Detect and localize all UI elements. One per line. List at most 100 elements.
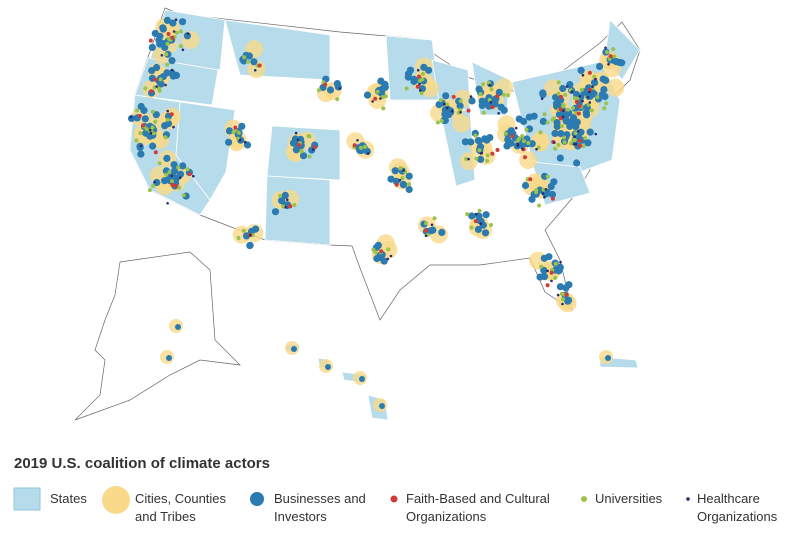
actor-dot bbox=[151, 29, 159, 37]
actor-dot bbox=[165, 117, 170, 122]
actor-dot bbox=[467, 138, 475, 146]
actor-dot bbox=[156, 40, 164, 48]
actor-dot bbox=[500, 106, 508, 114]
actor-dot bbox=[611, 47, 616, 52]
actor-dot bbox=[589, 108, 594, 113]
actor-dot bbox=[559, 124, 564, 129]
actor-dot bbox=[153, 77, 158, 82]
legend-swatch bbox=[102, 486, 130, 514]
actor-dot bbox=[179, 29, 183, 34]
actor-dot bbox=[545, 174, 550, 179]
actor-dot bbox=[292, 203, 297, 207]
actor-dot bbox=[562, 117, 570, 125]
actor-dot bbox=[495, 88, 503, 96]
actor-dot bbox=[469, 225, 474, 230]
actor-dot bbox=[566, 122, 574, 130]
actor-dot bbox=[520, 117, 528, 126]
state bbox=[175, 101, 236, 201]
actor-dot bbox=[399, 181, 408, 189]
actor-dot bbox=[540, 273, 549, 281]
actor-dot bbox=[545, 283, 550, 288]
actor-dot bbox=[586, 96, 590, 99]
actor-dot bbox=[562, 140, 567, 145]
actor-dot bbox=[485, 153, 490, 158]
actor-dot bbox=[473, 133, 478, 138]
actor-dot bbox=[299, 152, 308, 160]
actor-dot bbox=[564, 292, 569, 297]
actor-dot bbox=[452, 114, 471, 133]
actor-dot bbox=[424, 234, 428, 238]
actor-dot bbox=[134, 138, 139, 143]
legend-label: Organizations bbox=[406, 509, 487, 524]
actor-dot bbox=[286, 198, 289, 202]
actor-dot bbox=[578, 138, 582, 143]
actor-dot bbox=[418, 83, 421, 86]
actor-dots bbox=[127, 16, 626, 412]
actor-dot bbox=[160, 54, 164, 57]
actor-dot bbox=[288, 204, 293, 209]
actor-dot bbox=[588, 101, 592, 104]
actor-dot bbox=[581, 73, 585, 77]
actor-dot bbox=[391, 167, 399, 175]
actor-dot bbox=[400, 176, 405, 180]
actor-dot bbox=[375, 89, 380, 94]
actor-dot bbox=[379, 97, 382, 100]
actor-dot bbox=[151, 131, 156, 136]
actor-dot bbox=[306, 134, 311, 138]
actor-dot bbox=[143, 86, 148, 91]
actor-dot bbox=[596, 62, 604, 71]
actor-dot bbox=[246, 242, 254, 250]
actor-dot bbox=[556, 91, 561, 96]
actor-dot bbox=[335, 97, 340, 102]
actor-dot bbox=[447, 107, 455, 115]
actor-dot bbox=[174, 18, 178, 22]
actor-dot bbox=[480, 80, 499, 99]
actor-dot bbox=[152, 111, 160, 119]
actor-dot bbox=[379, 403, 385, 409]
actor-dot bbox=[373, 96, 378, 101]
actor-dot bbox=[545, 253, 553, 261]
actor-dot bbox=[425, 66, 433, 74]
actor-dot bbox=[278, 193, 283, 198]
actor-dot bbox=[257, 63, 262, 68]
actor-dot bbox=[404, 73, 412, 81]
actor-dot bbox=[564, 297, 572, 305]
actor-dot bbox=[172, 125, 175, 129]
actor-dot bbox=[474, 212, 478, 216]
actor-dot bbox=[326, 86, 335, 94]
actor-dot bbox=[595, 95, 600, 100]
actor-dot bbox=[556, 154, 564, 162]
actor-dot bbox=[469, 95, 473, 98]
actor-dot bbox=[591, 85, 594, 89]
actor-dot bbox=[489, 100, 493, 104]
actor-dot bbox=[141, 123, 146, 128]
actor-dot bbox=[299, 149, 304, 154]
actor-dot bbox=[545, 120, 550, 125]
actor-dot bbox=[380, 95, 385, 99]
actor-dot bbox=[503, 142, 511, 150]
actor-dot bbox=[358, 145, 363, 150]
actor-dot bbox=[520, 134, 525, 138]
actor-dot bbox=[473, 219, 478, 224]
actor-dot bbox=[522, 139, 526, 144]
actor-dot bbox=[542, 112, 547, 117]
actor-dot bbox=[442, 92, 450, 100]
actor-dot bbox=[352, 143, 357, 148]
legend-title: 2019 U.S. coalition of climate actors bbox=[14, 455, 270, 472]
actor-dot bbox=[467, 157, 470, 161]
legend-swatch bbox=[13, 487, 41, 511]
actor-dot bbox=[482, 211, 490, 219]
actor-dot bbox=[371, 100, 374, 103]
actor-dot bbox=[565, 85, 569, 88]
actor-dot bbox=[569, 141, 574, 146]
actor-dot bbox=[183, 32, 191, 40]
actor-dot bbox=[535, 147, 538, 151]
actor-dot bbox=[146, 132, 154, 140]
actor-dot bbox=[490, 151, 495, 156]
actor-dot bbox=[278, 197, 286, 205]
actor-dot bbox=[323, 82, 328, 87]
actor-dot bbox=[607, 63, 610, 66]
actor-dot bbox=[438, 98, 443, 103]
actor-dot bbox=[461, 138, 469, 146]
actor-dot bbox=[386, 247, 391, 252]
